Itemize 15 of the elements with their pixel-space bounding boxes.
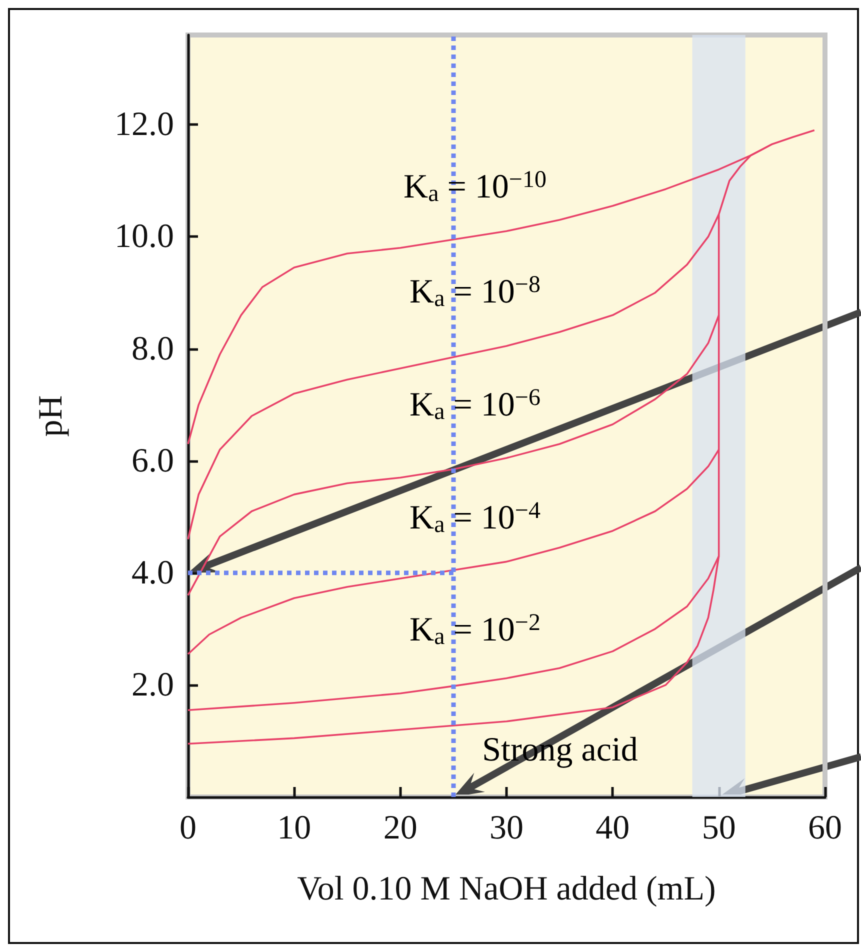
x-tick-label: 0 [180,810,196,846]
x-tick-label: 20 [383,810,418,846]
y-tick-label: 6.0 [132,442,174,480]
y-axis-title: pH [32,395,70,437]
x-tick-label: 10 [277,810,312,846]
x-tick-label: 60 [808,810,842,846]
x-tick-label: 30 [490,810,524,846]
x-tick-label: 40 [596,810,630,846]
x-tick-label: 50 [702,810,736,846]
y-tick-label: 2.0 [132,666,174,704]
y-tick-label: 10.0 [114,218,174,256]
y-tick-label: 8.0 [132,330,174,368]
y-tick-label: 12.0 [114,106,174,144]
y-tick-label: 4.0 [132,554,174,592]
x-axis-title: Vol 0.10 M NaOH added (mL) [297,870,716,908]
